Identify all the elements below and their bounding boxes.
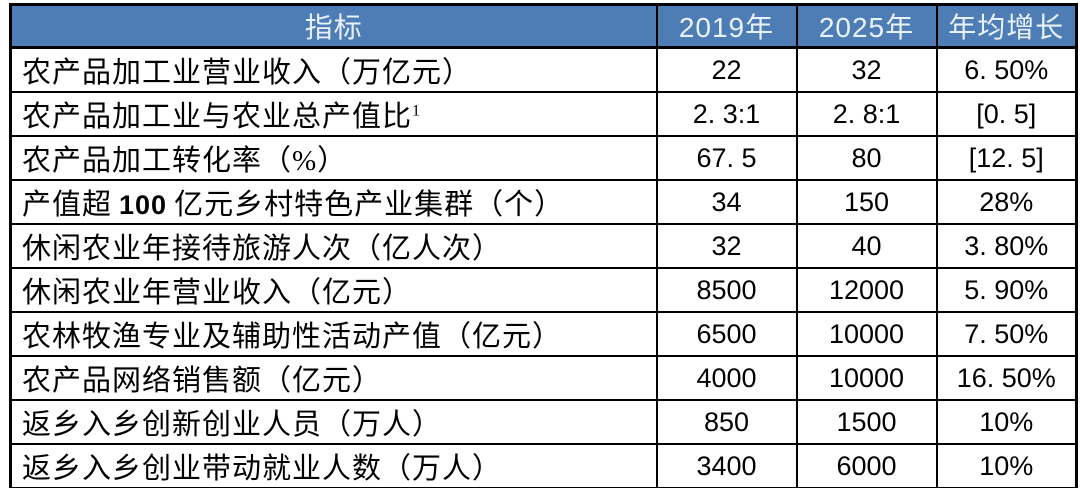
value-2019: 6500 [655, 311, 798, 357]
value-2019: 3400 [655, 443, 798, 488]
value-growth: [0. 5] [935, 91, 1078, 137]
indicator-label: 返乡入乡创新创业人员（万人） [9, 399, 658, 445]
indicators-table: 指标 2019年 2025年 年均增长 农产品加工业营业收入（万亿元） 22 3… [9, 3, 1078, 488]
value-growth: 10% [935, 443, 1078, 488]
indicator-label: 农林牧渔专业及辅助性活动产值（亿元） [9, 311, 658, 357]
value-2019: 2. 3:1 [655, 91, 798, 137]
table-row: 农产品加工转化率（%） 67. 5 80 [12. 5] [9, 135, 1078, 181]
value-2019: 34 [655, 179, 798, 225]
value-growth: [12. 5] [935, 135, 1078, 181]
indicator-text: 农产品加工业与农业总产值比 [22, 101, 413, 133]
table-row: 休闲农业年营业收入（亿元） 8500 12000 5. 90% [9, 267, 1078, 313]
indicator-text: 返乡入乡创业带动就业人数（万人） [22, 453, 503, 485]
col-header-2019: 2019年 [655, 3, 798, 49]
indicator-label: 返乡入乡创业带动就业人数（万人） [9, 443, 658, 488]
value-growth: 5. 90% [935, 267, 1078, 313]
value-2025: 40 [795, 223, 938, 269]
value-2019: 850 [655, 399, 798, 445]
value-2025: 10000 [795, 355, 938, 401]
value-2025: 32 [795, 46, 938, 93]
indicator-label: 农产品加工业营业收入（万亿元） [9, 46, 658, 93]
table-row: 农产品网络销售额（亿元） 4000 10000 16. 50% [9, 355, 1078, 401]
col-header-2025: 2025年 [795, 3, 938, 49]
value-2019: 4000 [655, 355, 798, 401]
value-2025: 10000 [795, 311, 938, 357]
indicator-number: 100 [119, 190, 168, 220]
indicator-text: 休闲农业年营业收入（亿元） [22, 277, 413, 309]
table-header: 指标 2019年 2025年 年均增长 [9, 3, 1078, 49]
value-growth: 28% [935, 179, 1078, 225]
value-growth: 10% [935, 399, 1078, 445]
indicator-label: 农产品网络销售额（亿元） [9, 355, 658, 401]
value-growth: 6. 50% [935, 46, 1078, 93]
indicator-label: 休闲农业年接待旅游人次（亿人次） [9, 223, 658, 269]
indicator-label: 休闲农业年营业收入（亿元） [9, 267, 658, 313]
col-header-growth: 年均增长 [935, 3, 1078, 49]
indicator-label: 农产品加工业与农业总产值比1 [9, 91, 658, 137]
table-row: 农林牧渔专业及辅助性活动产值（亿元） 6500 10000 7. 50% [9, 311, 1078, 357]
table-row: 休闲农业年接待旅游人次（亿人次） 32 40 3. 80% [9, 223, 1078, 269]
value-growth: 3. 80% [935, 223, 1078, 269]
indicator-text: 亿元乡村特色产业集群（个） [174, 189, 565, 221]
value-growth: 16. 50% [935, 355, 1078, 401]
indicator-text: 农林牧渔专业及辅助性活动产值（亿元） [22, 321, 563, 353]
table-row: 返乡入乡创新创业人员（万人） 850 1500 10% [9, 399, 1078, 445]
indicator-text: 农产品网络销售额（亿元） [22, 365, 383, 397]
value-growth: 7. 50% [935, 311, 1078, 357]
value-2025: 12000 [795, 267, 938, 313]
value-2025: 150 [795, 179, 938, 225]
table-body: 农产品加工业营业收入（万亿元） 22 32 6. 50% 农产品加工业与农业总产… [9, 46, 1078, 488]
value-2025: 1500 [795, 399, 938, 445]
table-row: 农产品加工业与农业总产值比1 2. 3:1 2. 8:1 [0. 5] [9, 91, 1078, 137]
value-2019: 22 [655, 46, 798, 93]
indicator-text: 返乡入乡创新创业人员（万人） [22, 409, 443, 441]
table-row: 农产品加工业营业收入（万亿元） 22 32 6. 50% [9, 46, 1078, 93]
value-2025: 6000 [795, 443, 938, 488]
indicator-text: 产值超 [22, 189, 113, 221]
value-2019: 32 [655, 223, 798, 269]
value-2019: 67. 5 [655, 135, 798, 181]
footnote-marker: 1 [412, 102, 422, 120]
indicator-text: 农产品加工业营业收入（万亿元） [22, 57, 473, 89]
value-2019: 8500 [655, 267, 798, 313]
value-2025: 2. 8:1 [795, 91, 938, 137]
table-row: 产值超 100 亿元乡村特色产业集群（个） 34 150 28% [9, 179, 1078, 225]
indicator-label: 产值超 100 亿元乡村特色产业集群（个） [9, 179, 658, 225]
indicator-text: 农产品加工转化率（%） [22, 145, 348, 177]
indicator-label: 农产品加工转化率（%） [9, 135, 658, 181]
value-2025: 80 [795, 135, 938, 181]
table-row: 返乡入乡创业带动就业人数（万人） 3400 6000 10% [9, 443, 1078, 488]
header-row: 指标 2019年 2025年 年均增长 [9, 3, 1078, 49]
col-header-indicator: 指标 [9, 3, 658, 49]
indicator-text: 休闲农业年接待旅游人次（亿人次） [22, 233, 503, 265]
